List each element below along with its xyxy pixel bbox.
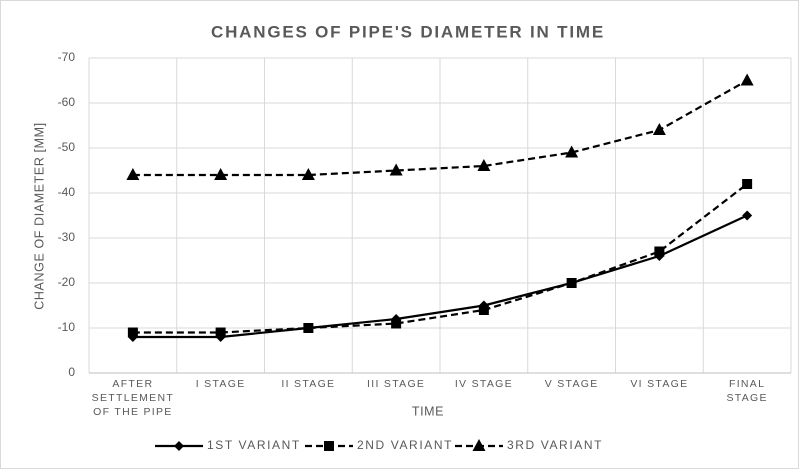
- y-axis-label: CHANGE OF DIAMETER [MM]: [32, 122, 46, 309]
- y-tick-label: -60: [58, 95, 76, 109]
- y-tick-label: -10: [58, 320, 76, 334]
- y-tick-label: -40: [58, 185, 76, 199]
- point-marker: [391, 318, 402, 329]
- chart-title: CHANGES OF PIPE'S DIAMETER IN TIME: [211, 22, 605, 41]
- x-tick-label: II STAGE: [281, 378, 335, 390]
- y-tick-label: -50: [58, 140, 76, 154]
- point-marker: [566, 278, 577, 288]
- point-marker: [654, 246, 665, 257]
- point-marker: [565, 145, 579, 158]
- point-marker: [740, 73, 754, 86]
- series-line: [132, 79, 748, 177]
- point-marker: [126, 168, 140, 180]
- point-marker: [389, 163, 403, 176]
- x-tick-label: V STAGE: [545, 378, 599, 390]
- point-marker: [477, 159, 491, 171]
- series-line: [132, 214, 748, 339]
- y-tick-label: 0: [68, 365, 75, 379]
- x-tick-label: I STAGE: [196, 378, 246, 390]
- point-marker: [742, 179, 753, 189]
- legend-marker: [324, 441, 334, 451]
- point-marker: [742, 210, 753, 221]
- point-marker: [127, 327, 138, 338]
- x-tick-label: AFTER SETTLEMENT OF THE PIPE: [92, 378, 174, 418]
- point-marker: [301, 168, 315, 180]
- y-tick-label: -70: [58, 50, 76, 64]
- x-axis-label: TIME: [412, 404, 444, 418]
- point-marker: [215, 327, 226, 338]
- point-marker: [478, 305, 489, 315]
- point-marker: [303, 323, 314, 333]
- legend-marker: [174, 441, 184, 451]
- y-tick-label: -30: [58, 230, 76, 244]
- x-tick-label: FINAL STAGE: [726, 378, 767, 404]
- x-tick-label: III STAGE: [367, 378, 425, 390]
- legend-label: 1ST VARIANT: [207, 438, 301, 452]
- x-tick-label: IV STAGE: [455, 378, 513, 390]
- x-tick-label: VI STAGE: [630, 378, 688, 390]
- point-marker: [214, 168, 228, 180]
- point-marker: [652, 123, 666, 135]
- legend-label: 2ND VARIANT: [357, 438, 453, 452]
- legend-marker: [472, 439, 486, 451]
- legend-label: 3RD VARIANT: [507, 438, 603, 452]
- y-tick-label: -20: [58, 275, 76, 289]
- series-line: [132, 183, 748, 334]
